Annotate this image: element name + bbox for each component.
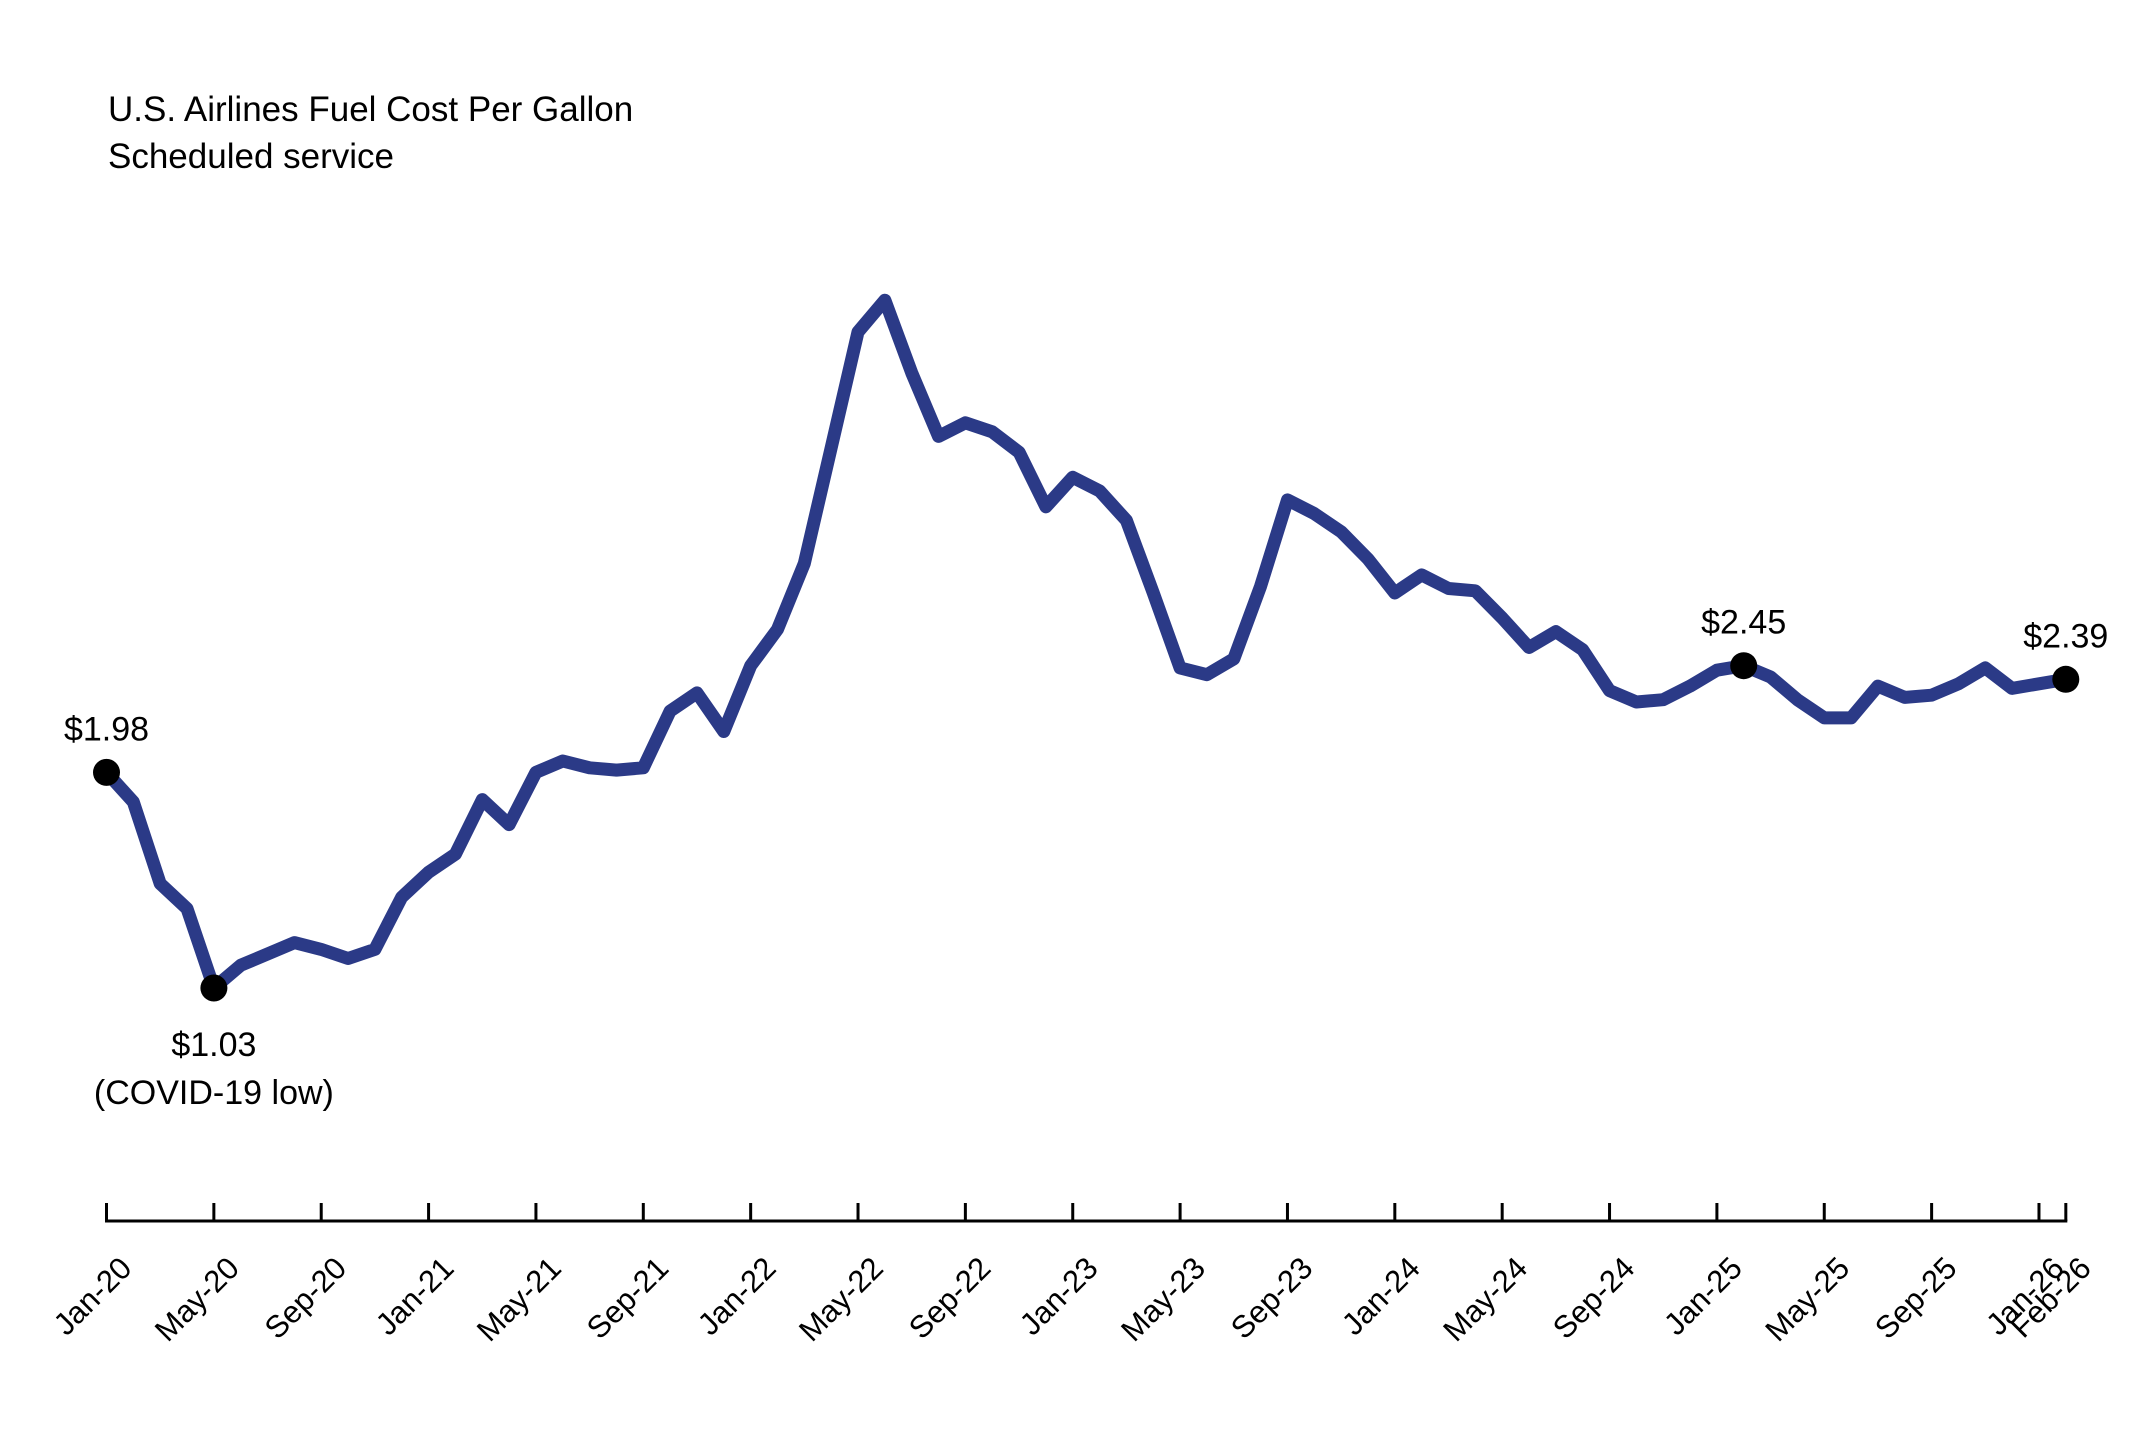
x-tick-label: Jan-24: [1335, 1250, 1427, 1342]
x-tick-label: May-21: [470, 1250, 568, 1348]
x-tick-label: May-20: [148, 1250, 246, 1348]
x-tick-label: May-25: [1758, 1250, 1856, 1348]
x-axis: [105, 1203, 2068, 1223]
x-tick-label: Jan-23: [1013, 1250, 1105, 1342]
annotation-marker: [1730, 652, 1758, 680]
x-tick-label: May-22: [792, 1250, 890, 1348]
annotation-sublabel: (COVID-19 low): [94, 1074, 334, 1112]
chart-title: U.S. Airlines Fuel Cost Per Gallon: [108, 90, 633, 129]
x-axis-tick-labels: Jan-20 May-20 Sep-20 Jan-21 May-21 Sep-21 Jan-…: [47, 1250, 2098, 1348]
annotation-marker: [2052, 665, 2080, 693]
x-tick-label: May-24: [1436, 1250, 1534, 1348]
chart-subtitle: Scheduled service: [108, 137, 394, 176]
annotations: $1.98 $1.03 (COVID-19 low) $2.45 $2.39: [64, 604, 2108, 1112]
annotation-marker: [93, 758, 120, 786]
x-tick-label: Sep-21: [580, 1250, 675, 1345]
annotation-value-label: $1.03: [171, 1026, 256, 1064]
chart-header: U.S. Airlines Fuel Cost Per Gallon Sched…: [108, 90, 633, 176]
x-tick-label: Sep-25: [1868, 1250, 1963, 1345]
x-tick-label: Sep-20: [258, 1250, 353, 1345]
x-tick-label: Sep-23: [1224, 1250, 1319, 1345]
annotation-marker: [200, 974, 228, 1002]
annotation-value-label: $1.98: [64, 710, 149, 748]
x-tick-label: Jan-22: [691, 1250, 783, 1342]
annotation-value-label: $2.45: [1701, 604, 1786, 642]
x-tick-label: May-23: [1114, 1250, 1212, 1348]
x-tick-label: Jan-21: [369, 1250, 461, 1342]
x-tick-label: Sep-22: [902, 1250, 997, 1345]
x-tick-label: Jan-20: [47, 1250, 139, 1342]
data-series: [100, 293, 2073, 995]
fuel-cost-series-line: [100, 293, 2073, 995]
x-tick-label: Sep-24: [1546, 1250, 1641, 1345]
annotation-value-label: $2.39: [2023, 617, 2108, 655]
x-tick-label: Jan-25: [1657, 1250, 1749, 1342]
